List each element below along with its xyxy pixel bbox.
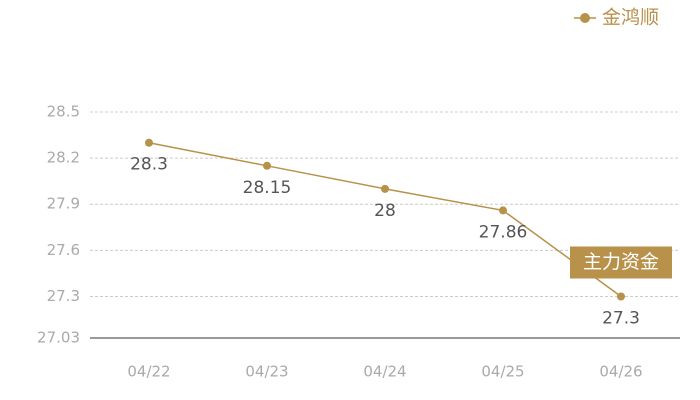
x-tick-label: 04/26 [599, 363, 642, 381]
data-point [381, 184, 389, 193]
data-point [263, 161, 271, 170]
y-tick-label: 27.6 [47, 241, 80, 259]
data-label: 27.86 [479, 222, 528, 242]
x-tick-label: 04/23 [245, 363, 288, 381]
data-label: 28.3 [130, 155, 168, 175]
legend-marker [580, 13, 590, 23]
y-tick-label: 28.5 [47, 103, 80, 121]
y-tick-label: 27.3 [47, 287, 80, 305]
annotation-text: 主力资金 [583, 251, 659, 273]
x-tick-label: 04/22 [127, 363, 170, 381]
data-point [499, 206, 507, 215]
data-point [145, 138, 153, 147]
y-tick-label: 27.03 [37, 329, 80, 347]
annotation: 主力资金 [570, 246, 672, 279]
data-label: 28 [374, 201, 396, 221]
legend-label: 金鸿顺 [602, 7, 659, 29]
y-tick-label: 27.9 [47, 195, 80, 213]
data-label: 28.15 [243, 178, 292, 198]
data-point [617, 292, 625, 301]
annotation-box [570, 246, 672, 279]
x-tick-label: 04/24 [363, 363, 406, 381]
x-tick-label: 04/25 [481, 363, 524, 381]
data-label: 27.3 [602, 308, 640, 328]
y-tick-label: 28.2 [47, 149, 80, 167]
